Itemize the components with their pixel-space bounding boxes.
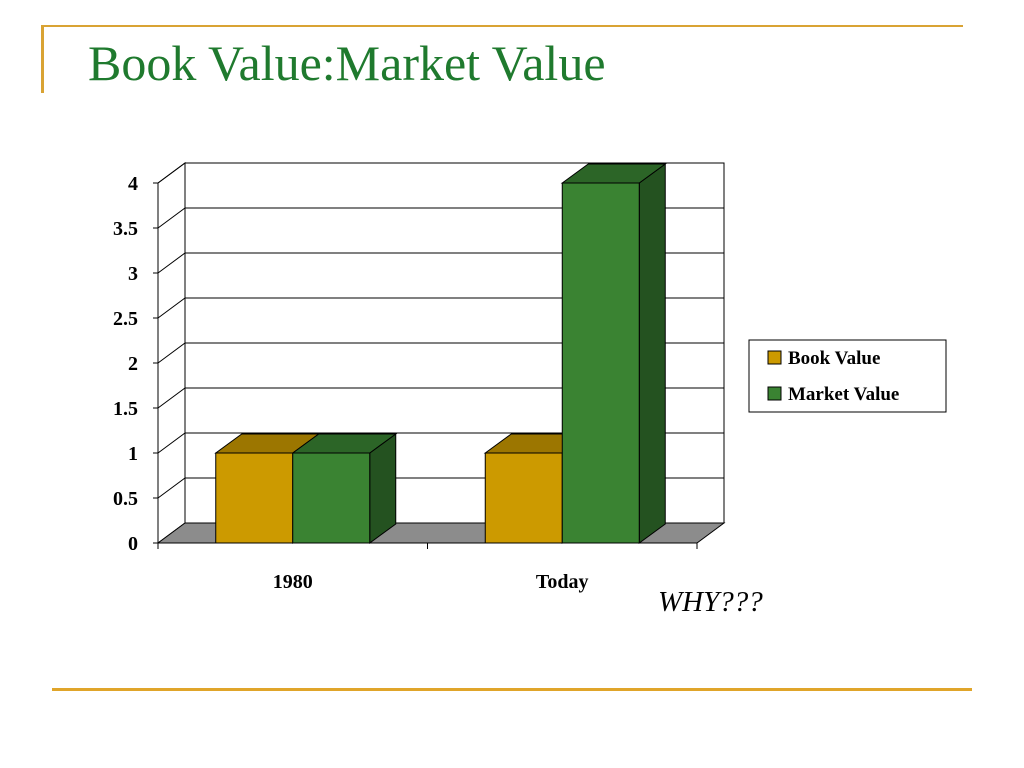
bar-front-face	[215, 452, 294, 544]
y-tick-label: 1	[128, 443, 138, 465]
y-tick-label: 0.5	[113, 488, 138, 510]
bar-market-value-1980	[291, 433, 398, 544]
bar-front-face	[561, 182, 640, 544]
bar-front-face	[484, 452, 563, 544]
accent-vertical-line	[41, 27, 44, 93]
legend-box	[748, 339, 947, 413]
y-tick-label: 4	[128, 173, 138, 195]
bar-side-face	[638, 163, 666, 544]
x-tick-label: Today	[536, 571, 589, 593]
bar-front-face	[292, 452, 371, 544]
gridline-1.5	[157, 387, 724, 409]
chart-bars	[214, 163, 667, 544]
y-tick-label: 2	[128, 353, 138, 375]
why-annotation: WHY???	[658, 586, 763, 618]
y-tick-label: 1.5	[113, 398, 138, 420]
x-tick-label: 1980	[273, 571, 313, 593]
gridline-4	[157, 162, 724, 184]
chart-legend: Book Value Market Value	[748, 339, 947, 413]
y-tick-label: 3	[128, 263, 138, 285]
legend-swatch	[767, 386, 782, 401]
y-axis-tick-labels: 0 0.5 1 1.5 2 2.5 3 3.5 4	[113, 173, 138, 555]
chart-axes	[153, 182, 698, 549]
accent-top-line	[41, 25, 963, 27]
chart-gridlines	[157, 162, 724, 499]
y-tick-label: 3.5	[113, 218, 138, 240]
y-tick-label: 2.5	[113, 308, 138, 330]
gridline-1	[157, 432, 724, 454]
gridline-3.5	[157, 207, 724, 229]
legend-label: Book Value	[788, 348, 880, 369]
y-tick-label: 0	[128, 533, 138, 555]
accent-bottom-line	[52, 688, 972, 691]
legend-swatch	[767, 350, 782, 365]
legend-label: Market Value	[788, 384, 899, 405]
bar-market-value-today	[560, 163, 667, 544]
gridline-2	[157, 342, 724, 364]
gridline-2.5	[157, 297, 724, 319]
slide-title: Book Value:Market Value	[88, 35, 606, 91]
x-axis-tick-labels: 1980 Today	[273, 571, 589, 593]
gridline-3	[157, 252, 724, 274]
